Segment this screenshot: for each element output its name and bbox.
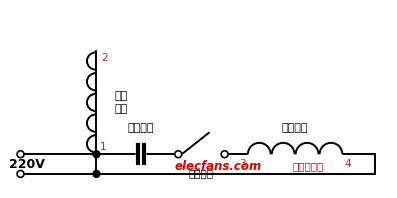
Circle shape (93, 151, 100, 158)
Circle shape (17, 151, 24, 158)
Text: 启动电容: 启动电容 (127, 123, 154, 132)
Text: 启动绕组: 启动绕组 (282, 123, 308, 132)
Text: 1: 1 (99, 142, 106, 152)
Text: 离心开关: 离心开关 (189, 168, 214, 178)
Text: 运行
绕组: 运行 绕组 (114, 91, 127, 114)
Text: 2: 2 (101, 53, 108, 63)
Text: 电子发烧友: 电子发烧友 (293, 161, 324, 171)
Text: 4: 4 (345, 159, 351, 169)
Circle shape (93, 170, 100, 177)
Text: 3: 3 (239, 159, 245, 169)
Text: elecfans.com: elecfans.com (174, 160, 261, 172)
Circle shape (175, 151, 182, 158)
Circle shape (221, 151, 228, 158)
Text: 220V: 220V (9, 158, 44, 170)
Circle shape (17, 170, 24, 177)
